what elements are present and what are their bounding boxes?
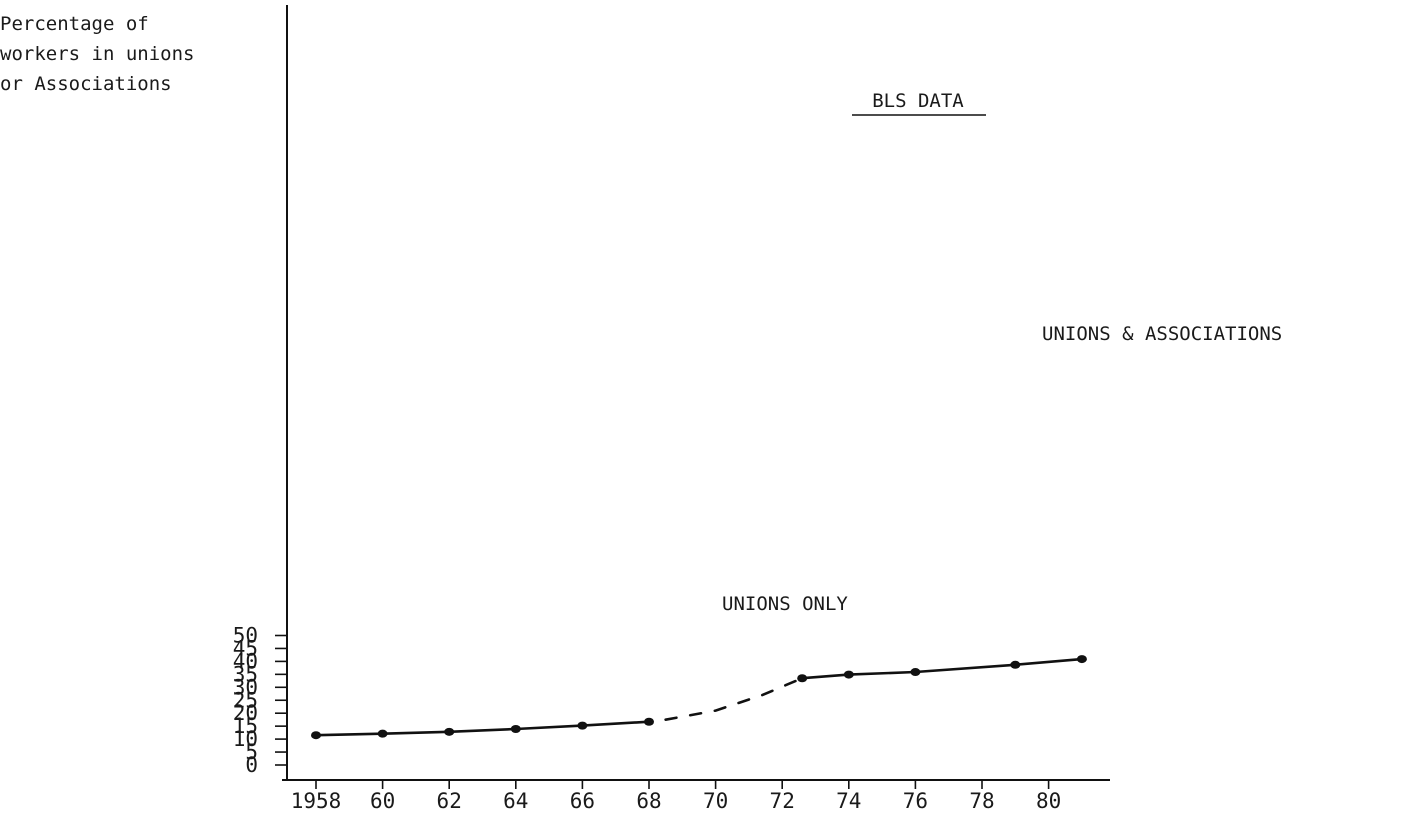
x-tick-label: 78 — [969, 789, 994, 813]
x-tick-label: 1958 — [291, 789, 342, 813]
x-axis-ticks: 1958 60 62 64 66 68 70 72 74 76 78 80 — [291, 780, 1061, 813]
y-tick-label: 20 — [233, 701, 258, 725]
data-point — [1076, 655, 1087, 664]
data-point — [910, 668, 921, 677]
x-tick-label: 74 — [836, 789, 861, 813]
data-point — [644, 717, 654, 726]
y-axis-label: Percentage of workers in unions or Assoc… — [0, 13, 194, 95]
data-point — [843, 670, 854, 679]
y-tick-label: 15 — [233, 714, 258, 738]
series-gap-dashed-line — [664, 676, 804, 721]
x-tick-label: 80 — [1036, 789, 1061, 813]
data-point — [311, 731, 321, 740]
y-tick-label: 40 — [233, 649, 258, 673]
series-layer — [311, 655, 1087, 740]
y-axis-label-line-1: Percentage of — [0, 13, 149, 35]
x-tick-label: 66 — [570, 789, 595, 813]
y-tick-label: 25 — [233, 688, 258, 712]
y-tick-label: 30 — [233, 675, 258, 699]
y-tick-label: 5 — [245, 740, 258, 764]
x-tick-label: 68 — [636, 789, 661, 813]
data-point — [577, 721, 588, 730]
x-tick-label: 70 — [703, 789, 728, 813]
y-tick-label: 35 — [233, 662, 258, 686]
data-point — [444, 727, 455, 736]
data-point — [797, 674, 808, 683]
x-tick-label: 72 — [770, 789, 795, 813]
x-tick-label: 76 — [903, 789, 928, 813]
annotation-unions-associations: UNIONS & ASSOCIATIONS — [1042, 323, 1282, 345]
y-tick-label: 0 — [245, 753, 258, 777]
x-tick-label: 62 — [437, 789, 462, 813]
data-point — [1010, 660, 1021, 669]
chart-title: BLS DATA — [872, 90, 964, 112]
y-tick-label: 45 — [233, 636, 258, 660]
y-axis-label-line-3: or Associations — [0, 73, 172, 95]
y-tick-label: 50 — [233, 624, 258, 648]
series-line-0 — [314, 720, 651, 737]
y-axis-label-line-2: workers in unions — [0, 43, 194, 65]
data-point — [377, 729, 388, 738]
x-tick-label: 64 — [503, 789, 528, 813]
y-tick-label: 10 — [233, 727, 258, 751]
annotation-unions-only: UNIONS ONLY — [722, 593, 848, 615]
x-tick-label: 60 — [370, 789, 395, 813]
data-point — [510, 724, 521, 733]
